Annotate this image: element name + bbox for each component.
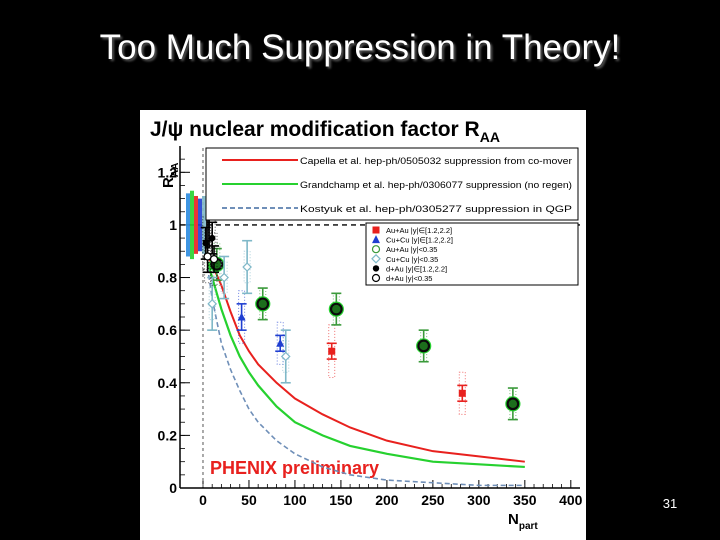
theory-curve — [206, 255, 525, 463]
x-axis-label: Npart — [508, 511, 538, 532]
data-legend-box — [365, 222, 579, 286]
plot-panel: J/ψ nuclear modification factor RAA RAA … — [140, 110, 586, 540]
data-point — [328, 347, 336, 355]
x-tick-label: 200 — [375, 492, 399, 508]
data-legend-marker — [372, 235, 380, 244]
data-legend-marker — [371, 245, 381, 254]
y-tick-label: 0.4 — [158, 375, 178, 391]
data-point — [276, 338, 285, 347]
theory-legend-label: Kostyuk et al. hep-ph/0305277 suppressio… — [300, 204, 572, 214]
x-tick-label: 100 — [283, 492, 307, 508]
data-legend-marker — [371, 253, 381, 264]
x-tick-label: 150 — [329, 492, 353, 508]
x-tick-label: 250 — [421, 492, 445, 508]
systematic-band — [238, 290, 246, 344]
normalization-box — [202, 195, 206, 254]
y-tick-label: 0.2 — [158, 427, 178, 443]
data-point — [209, 255, 219, 264]
data-legend-label: Cu+Cu |y|<0.35 — [386, 255, 438, 264]
preliminary-annotation: PHENIX preliminary — [210, 458, 379, 478]
y-tick-label: 1 — [169, 217, 177, 233]
data-point-core — [258, 299, 267, 309]
data-legend-marker — [372, 226, 380, 234]
normalization-box — [206, 201, 210, 249]
normalization-box — [190, 190, 194, 260]
data-point — [242, 262, 252, 272]
y-tick-label: 0.6 — [158, 322, 178, 338]
raa-chart: J/ψ nuclear modification factor RAA RAA … — [150, 118, 583, 532]
data-legend-marker — [371, 273, 381, 283]
x-tick-label: 0 — [199, 492, 207, 508]
data-legend-marker — [372, 265, 380, 272]
data-point-core — [508, 399, 518, 409]
theory-legend-label: Capella et al. hep-ph/0505032 suppressio… — [300, 156, 572, 166]
data-point — [280, 351, 291, 362]
theory-curve — [206, 261, 525, 469]
page-number: 31 — [662, 496, 678, 511]
data-point — [458, 389, 466, 397]
y-axis-label: RAA — [160, 163, 181, 188]
data-point — [237, 312, 246, 321]
slide-title: Too Much Suppression in Theory! — [99, 28, 621, 67]
normalization-box — [186, 193, 190, 257]
normalization-box — [194, 195, 198, 254]
data-point — [219, 272, 229, 283]
data-point-core — [419, 341, 428, 351]
data-legend-label: Au+Au |y|<0.35 — [386, 245, 437, 254]
data-point-core — [332, 304, 341, 314]
chart-title: J/ψ nuclear modification factor RAA — [150, 118, 500, 145]
x-tick-label: 300 — [467, 492, 491, 508]
data-legend-label: Au+Au |y|∈[1.2,2.2] — [386, 226, 452, 235]
data-legend-label: d+Au |y|<0.35 — [386, 274, 432, 283]
x-tick-label: 350 — [513, 492, 537, 508]
x-tick-label: 400 — [559, 492, 583, 508]
data-legend-label: Cu+Cu |y|∈[1.2,2.2] — [386, 236, 453, 245]
y-tick-label: 1.2 — [158, 164, 178, 180]
theory-curve — [206, 266, 525, 487]
x-tick-label: 50 — [241, 492, 257, 508]
y-tick-label: 0 — [169, 480, 177, 496]
data-legend-label: d+Au |y|∈[1.2,2.2] — [386, 264, 447, 273]
normalization-box — [198, 198, 202, 252]
theory-legend-label: Grandchamp et al. hep-ph/0306077 suppres… — [300, 180, 572, 190]
y-tick-label: 0.8 — [158, 270, 178, 286]
data-point — [207, 298, 218, 309]
